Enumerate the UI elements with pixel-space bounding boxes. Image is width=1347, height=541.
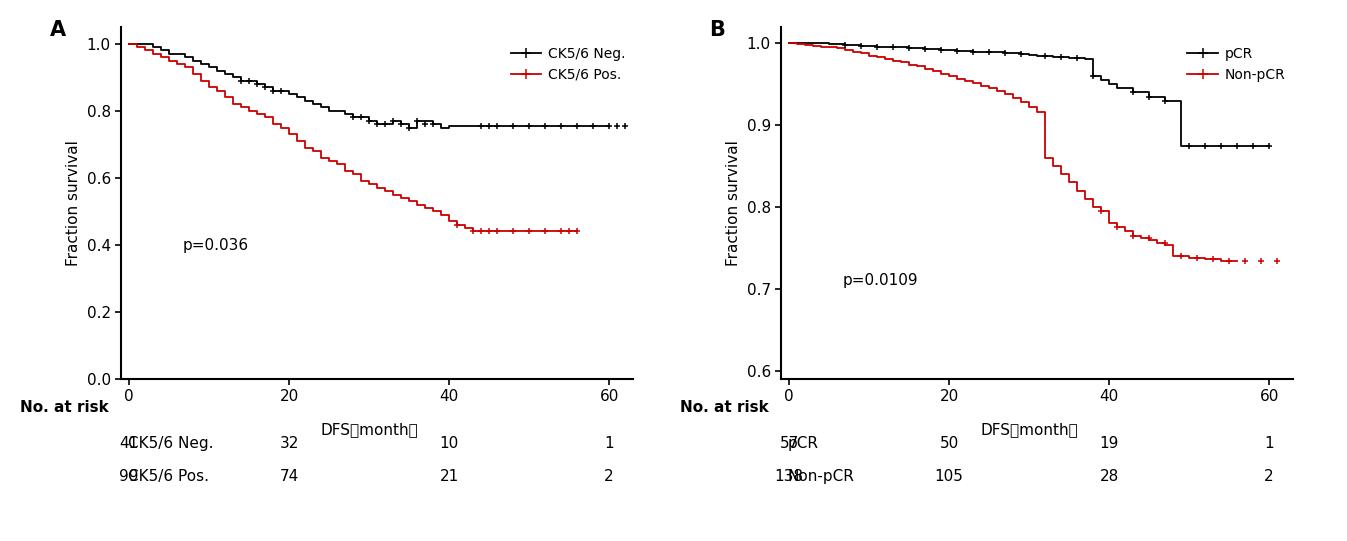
Legend: CK5/6 Neg., CK5/6 Pos.: CK5/6 Neg., CK5/6 Pos. [505,41,632,87]
Text: CK5/6 Neg.: CK5/6 Neg. [128,436,213,451]
Text: 74: 74 [280,469,299,484]
Text: 138: 138 [775,469,804,484]
Text: 21: 21 [439,469,459,484]
Text: DFS（month）: DFS（month） [981,422,1078,437]
Text: 32: 32 [279,436,299,451]
Text: 19: 19 [1099,436,1119,451]
Text: Non-pCR: Non-pCR [788,469,855,484]
Text: DFS（month）: DFS（month） [321,422,418,437]
Y-axis label: Fraction survival: Fraction survival [726,140,741,266]
Y-axis label: Fraction survival: Fraction survival [66,140,81,266]
Legend: pCR, Non-pCR: pCR, Non-pCR [1181,41,1292,87]
Text: p=0.036: p=0.036 [183,237,249,253]
Text: 1: 1 [605,436,614,451]
Text: 105: 105 [935,469,963,484]
Text: 41: 41 [120,436,139,451]
Text: 2: 2 [605,469,614,484]
Text: B: B [710,20,726,40]
Text: 50: 50 [940,436,959,451]
Text: 10: 10 [439,436,459,451]
Text: 2: 2 [1265,469,1274,484]
Text: CK5/6 Pos.: CK5/6 Pos. [128,469,209,484]
Text: 28: 28 [1099,469,1119,484]
Text: p=0.0109: p=0.0109 [843,273,919,288]
Text: No. at risk: No. at risk [20,400,109,415]
Text: 99: 99 [120,469,139,484]
Text: pCR: pCR [788,436,819,451]
Text: 57: 57 [780,436,799,451]
Text: 1: 1 [1265,436,1274,451]
Text: No. at risk: No. at risk [680,400,769,415]
Text: A: A [50,20,66,40]
